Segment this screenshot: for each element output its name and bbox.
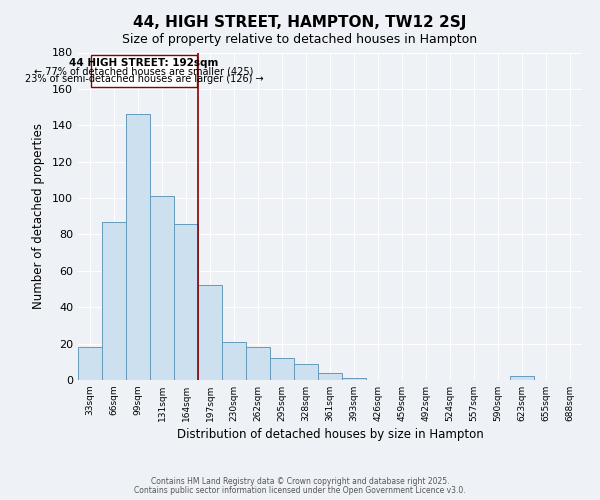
FancyBboxPatch shape xyxy=(91,55,197,87)
Bar xyxy=(103,222,125,380)
Bar xyxy=(79,347,101,380)
Bar xyxy=(223,342,245,380)
Text: 44 HIGH STREET: 192sqm: 44 HIGH STREET: 192sqm xyxy=(70,58,218,68)
Text: Contains public sector information licensed under the Open Government Licence v3: Contains public sector information licen… xyxy=(134,486,466,495)
Bar xyxy=(247,347,269,380)
Text: 44, HIGH STREET, HAMPTON, TW12 2SJ: 44, HIGH STREET, HAMPTON, TW12 2SJ xyxy=(133,15,467,30)
Y-axis label: Number of detached properties: Number of detached properties xyxy=(32,123,45,309)
Bar xyxy=(319,372,341,380)
Bar xyxy=(271,358,293,380)
Bar xyxy=(175,224,197,380)
Bar xyxy=(199,286,221,380)
Bar xyxy=(511,376,533,380)
X-axis label: Distribution of detached houses by size in Hampton: Distribution of detached houses by size … xyxy=(176,428,484,441)
Text: ← 77% of detached houses are smaller (425): ← 77% of detached houses are smaller (42… xyxy=(34,66,254,76)
Text: Size of property relative to detached houses in Hampton: Size of property relative to detached ho… xyxy=(122,32,478,46)
Bar xyxy=(343,378,365,380)
Bar xyxy=(127,114,149,380)
Text: Contains HM Land Registry data © Crown copyright and database right 2025.: Contains HM Land Registry data © Crown c… xyxy=(151,477,449,486)
Bar xyxy=(295,364,317,380)
Text: 23% of semi-detached houses are larger (126) →: 23% of semi-detached houses are larger (… xyxy=(25,74,263,85)
Bar xyxy=(151,196,173,380)
